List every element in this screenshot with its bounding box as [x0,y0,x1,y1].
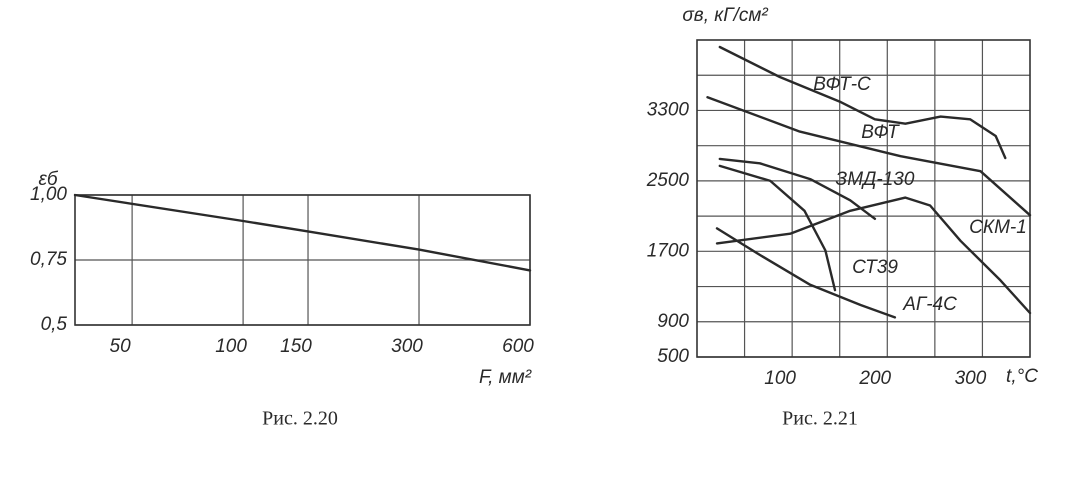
series-label: ЗМД-130 [836,169,915,190]
series-label: ВФТ-С [813,74,871,95]
x-axis-label: F, мм² [479,367,532,388]
y-axis-label: εб [38,169,58,190]
data-line [706,96,1032,217]
y-tick-label: 0,75 [30,249,67,270]
x-tick-label: 600 [502,336,534,357]
y-tick-label: 500 [657,346,689,367]
series-label: СТ39 [852,257,898,278]
x-axis-label: t,°C [1006,366,1038,387]
x-tick-label: 100 [764,368,796,389]
caption: Рис. 2.20 [262,408,338,430]
y-tick-label: 1700 [647,240,690,261]
data-line [715,196,1032,315]
plot-frame [696,39,1031,358]
data-line [718,164,837,292]
plot-frame [74,194,531,326]
y-tick-label: 3300 [647,99,690,120]
y-tick-label: 900 [657,311,689,332]
x-tick-label: 200 [858,368,891,389]
data-line [718,157,877,220]
x-tick-label: 100 [215,336,247,357]
data-line [715,227,897,319]
data-line [73,193,532,272]
series-label: ВФТ [861,122,900,143]
x-tick-label: 150 [280,336,312,357]
y-tick-label: 2500 [646,170,690,191]
caption: Рис. 2.21 [782,408,858,430]
data-line [718,45,1007,160]
x-tick-label: 300 [955,368,987,389]
y-axis-label: σв, кГ/см² [682,5,768,26]
series-label: АГ-4С [902,294,957,315]
y-tick-label: 0,5 [41,314,68,335]
y-tick-label: 1,00 [30,184,67,205]
x-tick-label: 300 [391,336,423,357]
series-label: СКМ-1 [969,217,1027,238]
x-tick-label: 50 [110,336,132,357]
